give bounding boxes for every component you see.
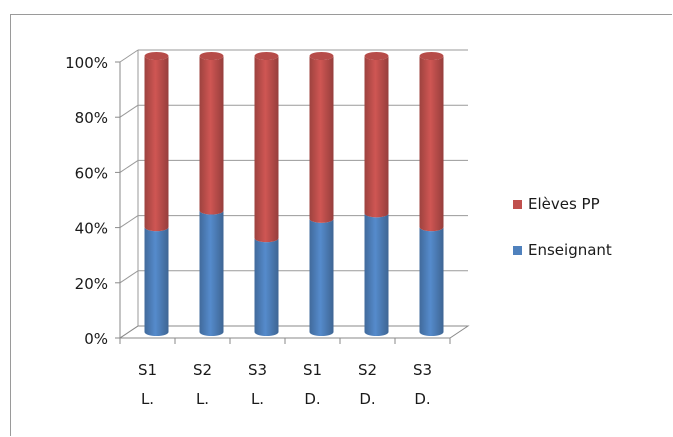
- x-tick-label: S3: [413, 361, 432, 379]
- x-tick-label: L.: [141, 390, 154, 408]
- x-tick-label: D.: [359, 390, 375, 408]
- bar-segment-enseignant-1: [144, 227, 169, 336]
- bar-cap-1: [144, 52, 169, 60]
- bar-segment-enseignant-4: [309, 218, 334, 336]
- y-tick-label: 40%: [75, 220, 108, 238]
- legend-swatch-eleves-pp: [513, 199, 522, 209]
- y-tick-label: 0%: [84, 330, 108, 348]
- grid-side-line: [119, 270, 139, 284]
- x-tick-label: S3: [248, 361, 267, 379]
- bar-segment-enseignant-5: [364, 213, 389, 336]
- x-tick-label: L.: [196, 390, 209, 408]
- legend-label-enseignant: Enseignant: [528, 241, 612, 259]
- bars-layer: [144, 52, 444, 336]
- grid-side-line: [119, 215, 139, 229]
- bar-cap-4: [309, 52, 334, 60]
- bar-segment-el-ves-pp-1: [144, 56, 169, 232]
- label-layer: 0% 20% 40% 60% 80% 100% S1 L. S2 L. S3 L. S1 D. S2 D. S3…: [65, 54, 432, 408]
- legend-item-eleves-pp: Elèves PP: [513, 194, 612, 214]
- chart-floor: [118, 325, 470, 339]
- x-tick-label: S2: [358, 361, 377, 379]
- grid-side-line: [119, 49, 139, 63]
- bar-segment-enseignant-3: [254, 238, 279, 336]
- bar-segment-enseignant-6: [419, 227, 444, 336]
- y-tick-label: 80%: [75, 109, 108, 127]
- bar-segment-el-ves-pp-3: [254, 56, 279, 243]
- bar-cap-5: [364, 52, 389, 60]
- axis-layer: [115, 61, 470, 344]
- grid-side-line: [119, 159, 139, 173]
- bar-segment-el-ves-pp-2: [199, 56, 224, 215]
- legend-label-eleves-pp: Elèves PP: [528, 195, 600, 213]
- grid-side-line: [119, 104, 139, 118]
- bar-cap-6: [419, 52, 444, 60]
- x-tick-label: D.: [414, 390, 430, 408]
- bar-cap-3: [254, 52, 279, 60]
- x-tick-label: S1: [303, 361, 322, 379]
- x-tick-label: S2: [193, 361, 212, 379]
- chart-frame: [10, 14, 672, 436]
- legend-item-enseignant: Enseignant: [513, 240, 612, 260]
- bar-segment-el-ves-pp-6: [419, 56, 444, 232]
- x-tick-label: S1: [138, 361, 157, 379]
- bar-cap-2: [199, 52, 224, 60]
- x-tick-label: L.: [251, 390, 264, 408]
- x-tick-label: D.: [304, 390, 320, 408]
- bar-segment-el-ves-pp-4: [309, 56, 334, 223]
- legend: Elèves PP Enseignant: [513, 194, 612, 286]
- grid-layer: [119, 49, 468, 339]
- y-tick-label: 20%: [75, 275, 108, 293]
- bar-segment-el-ves-pp-5: [364, 56, 389, 218]
- legend-swatch-enseignant: [513, 245, 522, 255]
- y-tick-label: 60%: [75, 164, 108, 182]
- bar-segment-enseignant-2: [199, 210, 224, 336]
- y-tick-label: 100%: [65, 54, 108, 72]
